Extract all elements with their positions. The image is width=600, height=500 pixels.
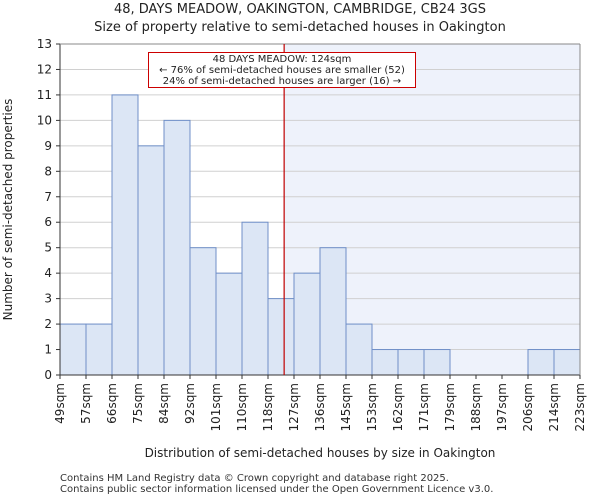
histogram-bar [241,221,269,376]
x-tick-label: 101sqm [209,383,223,431]
y-tick-label: 13 [37,37,52,51]
x-tick-label: 49sqm [53,383,67,424]
histogram-bar [345,323,373,376]
histogram-bar [189,247,217,376]
x-tick-label: 66sqm [105,383,119,424]
histogram-bar [371,349,399,376]
footer-licence: Contains public sector information licen… [60,484,494,495]
chart-title: 48, DAYS MEADOW, OAKINGTON, CAMBRIDGE, C… [113,2,487,17]
x-tick-label: 153sqm [365,383,379,431]
histogram-bar [319,247,347,376]
footer-copyright: Contains HM Land Registry data © Crown c… [60,473,449,484]
y-tick-label: 11 [37,88,52,102]
x-tick-label: 179sqm [443,383,457,431]
y-tick-label: 8 [44,164,52,178]
y-tick-label: 9 [44,139,52,153]
x-tick-label: 127sqm [287,383,301,431]
y-tick-label: 12 [37,62,52,76]
x-tick-label: 75sqm [131,383,145,424]
x-tick-label: 188sqm [469,383,483,431]
x-tick-label: 110sqm [235,383,249,431]
histogram-bar [527,349,555,376]
y-tick-label: 3 [44,292,52,306]
histogram-bar [293,272,321,376]
histogram-bar [215,272,243,376]
x-tick-label: 92sqm [183,383,197,424]
histogram-bar [267,298,295,376]
annotation-line-smaller: ← 76% of semi-detached houses are smalle… [159,65,405,76]
x-tick-label: 84sqm [157,383,171,424]
x-tick-label: 162sqm [391,383,405,431]
histogram-bar [423,349,451,376]
histogram-bar [59,323,87,376]
y-tick-label: 2 [44,317,52,331]
histogram-bar [163,119,191,376]
histogram-bar [111,94,139,376]
x-tick-label: 145sqm [339,383,353,431]
y-axis-title: Number of semi-detached properties [1,99,15,321]
y-tick-label: 7 [44,190,52,204]
histogram-bar [85,323,113,376]
x-tick-label: 57sqm [79,383,93,424]
x-tick-label: 118sqm [261,383,275,431]
x-tick-label: 136sqm [313,383,327,431]
histogram-bar [397,349,425,376]
x-tick-label: 206sqm [521,383,535,431]
histogram-bar [137,145,165,376]
y-tick-label: 10 [37,113,52,127]
x-tick-label: 223sqm [573,383,587,431]
y-tick-label: 6 [44,215,52,229]
y-tick-label: 4 [44,266,52,280]
annotation-line-property: 48 DAYS MEADOW: 124sqm [212,54,352,65]
chart-subtitle: Size of property relative to semi-detach… [94,20,506,35]
histogram-bar [553,349,581,376]
y-tick-label: 5 [44,241,52,255]
property-annotation-box: 48 DAYS MEADOW: 124sqm ← 76% of semi-det… [148,52,416,88]
annotation-line-larger: 24% of semi-detached houses are larger (… [162,76,402,87]
x-axis-title: Distribution of semi-detached houses by … [145,446,496,460]
x-tick-label: 214sqm [547,383,561,431]
x-tick-label: 197sqm [495,383,509,431]
y-tick-label: 1 [44,343,52,357]
y-tick-label: 0 [44,368,52,382]
x-tick-label: 171sqm [417,383,431,431]
